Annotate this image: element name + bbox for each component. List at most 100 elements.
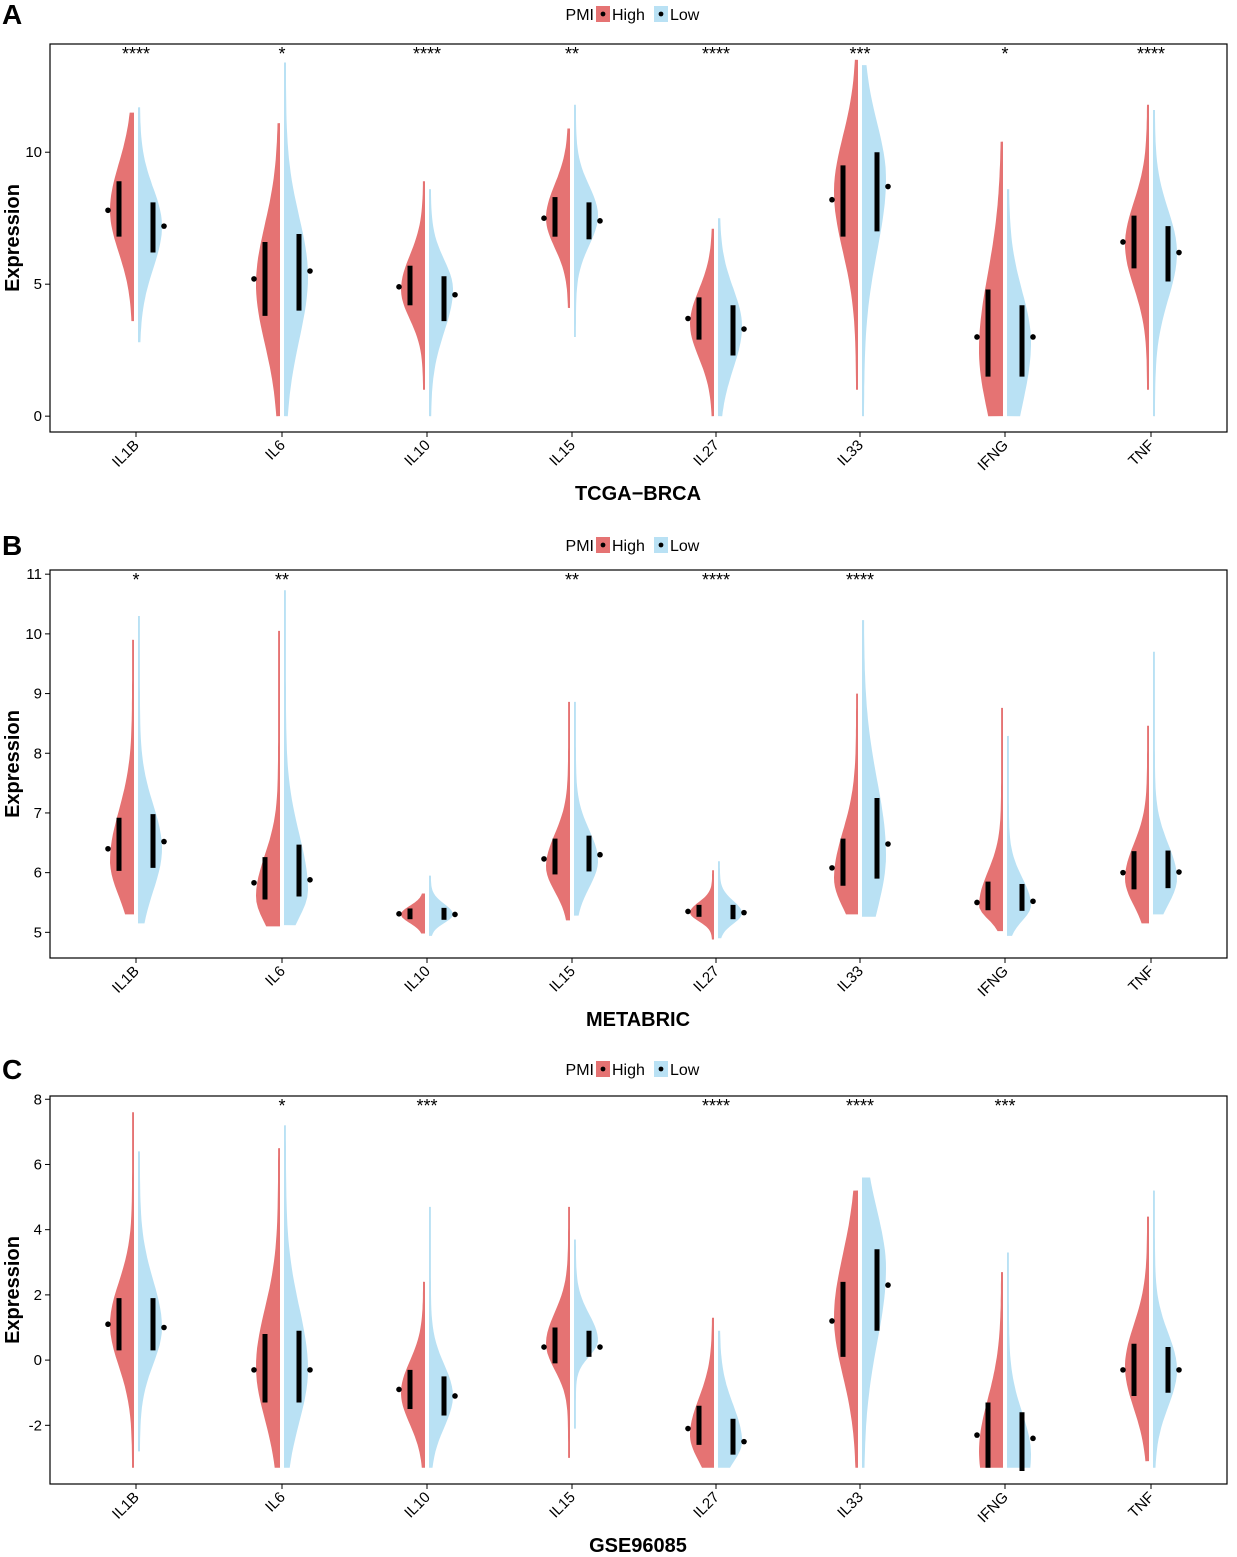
y-tick-label: 9	[34, 686, 42, 703]
legend-dot-low	[658, 542, 664, 548]
panel-b: B PMI High Low * IL1B ** IL6 IL10 ** IL15 **** IL27 *…	[2, 530, 1228, 1031]
significance-tnf: ****	[1137, 44, 1165, 64]
violin-low-il15	[574, 701, 598, 916]
violin-group-il15: **	[541, 44, 603, 337]
median-point-high-tnf	[1120, 869, 1126, 876]
x-tick-label-il33: IL33	[834, 1489, 867, 1522]
x-tick-label-il6: IL6	[262, 963, 289, 990]
legend-title: PMI	[566, 538, 594, 555]
legend-dot-high	[600, 11, 606, 17]
violin-high-ifng	[979, 707, 1003, 932]
x-tick-label-il15: IL15	[546, 437, 579, 470]
violin-group-tnf	[1120, 651, 1182, 924]
violin-low-il6	[284, 590, 308, 926]
violin-low-il1b	[138, 1151, 162, 1452]
median-point-high-il6	[251, 879, 257, 886]
violin-group-il6: *	[251, 44, 313, 417]
x-tick-label-il15: IL15	[546, 1489, 579, 1522]
y-tick-label: -2	[29, 1417, 42, 1434]
significance-il27: ****	[702, 570, 730, 590]
legend: PMI High Low	[566, 1061, 700, 1079]
y-tick-label: 11	[26, 566, 42, 583]
violin-group-il33: ***	[829, 44, 891, 417]
violin-group-il1b	[105, 1112, 167, 1468]
violin-high-il33	[834, 1190, 858, 1468]
violin-high-il15	[546, 701, 570, 921]
violin-high-il27	[690, 1317, 714, 1468]
significance-il1b: *	[132, 570, 139, 590]
x-tick-label-il33: IL33	[834, 963, 867, 996]
significance-il6: *	[278, 1096, 285, 1116]
violin-low-il10	[429, 875, 453, 936]
plot-frame	[49, 1095, 1228, 1485]
violin-low-il33	[862, 1177, 886, 1468]
median-point-high-ifng	[974, 899, 980, 906]
median-point-high-il15	[541, 215, 547, 222]
violin-low-il1b	[138, 107, 162, 343]
x-tick-label-tnf: TNF	[1125, 963, 1158, 996]
violin-high-il15	[546, 128, 570, 308]
violin-high-tnf	[1125, 725, 1149, 924]
significance-il27: ****	[702, 1096, 730, 1116]
y-tick-label: 5	[34, 276, 42, 293]
median-point-high-il15	[541, 1344, 547, 1350]
x-tick-label-il1b: IL1B	[109, 963, 143, 997]
violin-high-il10	[401, 893, 425, 934]
x-tick-label-ifng: IFNG	[974, 437, 1011, 474]
median-point-low-il10	[452, 291, 458, 298]
y-tick-label: 8	[34, 1091, 42, 1108]
median-point-high-il27	[685, 1425, 691, 1432]
x-tick-label-il10: IL10	[401, 437, 434, 470]
significance-il15: **	[565, 44, 579, 64]
significance-il33: ****	[846, 570, 874, 590]
median-point-high-il1b	[105, 1321, 111, 1328]
y-tick-label: 8	[34, 745, 42, 762]
violin-high-il33	[834, 693, 858, 915]
median-point-high-il1b	[105, 845, 111, 852]
violin-low-il27	[718, 1330, 742, 1468]
median-point-low-il27	[741, 326, 747, 332]
x-tick-label-il15: IL15	[546, 963, 579, 996]
significance-il10: ****	[413, 44, 441, 64]
x-tick-label-il6: IL6	[262, 437, 289, 464]
median-point-high-tnf	[1120, 1367, 1126, 1373]
median-point-high-ifng	[974, 334, 980, 340]
violin-low-tnf	[1153, 109, 1177, 417]
legend: PMI High Low	[566, 537, 700, 555]
median-point-low-il1b	[161, 223, 167, 229]
violin-low-il6	[284, 1125, 308, 1468]
violin-low-il1b	[138, 615, 162, 924]
violin-group-il33: ****	[829, 1096, 891, 1468]
violin-group-il1b: *	[105, 570, 167, 924]
legend-title: PMI	[566, 1062, 594, 1079]
significance-il1b: ****	[122, 44, 150, 64]
median-point-low-ifng	[1030, 1435, 1036, 1442]
legend-label-high: High	[612, 7, 645, 24]
median-point-high-il33	[829, 1318, 835, 1324]
violin-group-il1b: ****	[105, 44, 167, 343]
violin-group-il27: ****	[685, 570, 747, 940]
violin-high-tnf	[1125, 104, 1149, 390]
legend-dot-high	[600, 542, 606, 548]
median-point-low-tnf	[1176, 1367, 1182, 1373]
violin-low-tnf	[1153, 651, 1177, 915]
violin-low-il10	[429, 189, 453, 417]
panel-label: C	[2, 1054, 22, 1085]
violin-high-il1b	[110, 112, 134, 322]
median-point-high-il27	[685, 908, 691, 915]
plot-frame	[49, 569, 1228, 959]
legend-label-low: Low	[670, 7, 700, 24]
y-tick-label: 6	[34, 1156, 42, 1173]
y-tick-label: 10	[25, 626, 42, 643]
median-point-low-il6	[307, 1367, 313, 1373]
x-tick-label-il10: IL10	[401, 1489, 434, 1522]
y-tick-label: 4	[34, 1222, 42, 1239]
y-tick-label: 2	[34, 1287, 42, 1304]
x-tick-label-ifng: IFNG	[974, 963, 1011, 1000]
x-tick-label-il1b: IL1B	[109, 437, 143, 471]
legend-dot-low	[658, 11, 664, 17]
x-tick-label-il27: IL27	[690, 1489, 723, 1522]
median-point-low-il33	[885, 1282, 891, 1288]
significance-il15: **	[565, 570, 579, 590]
legend: PMI High Low	[566, 6, 700, 24]
